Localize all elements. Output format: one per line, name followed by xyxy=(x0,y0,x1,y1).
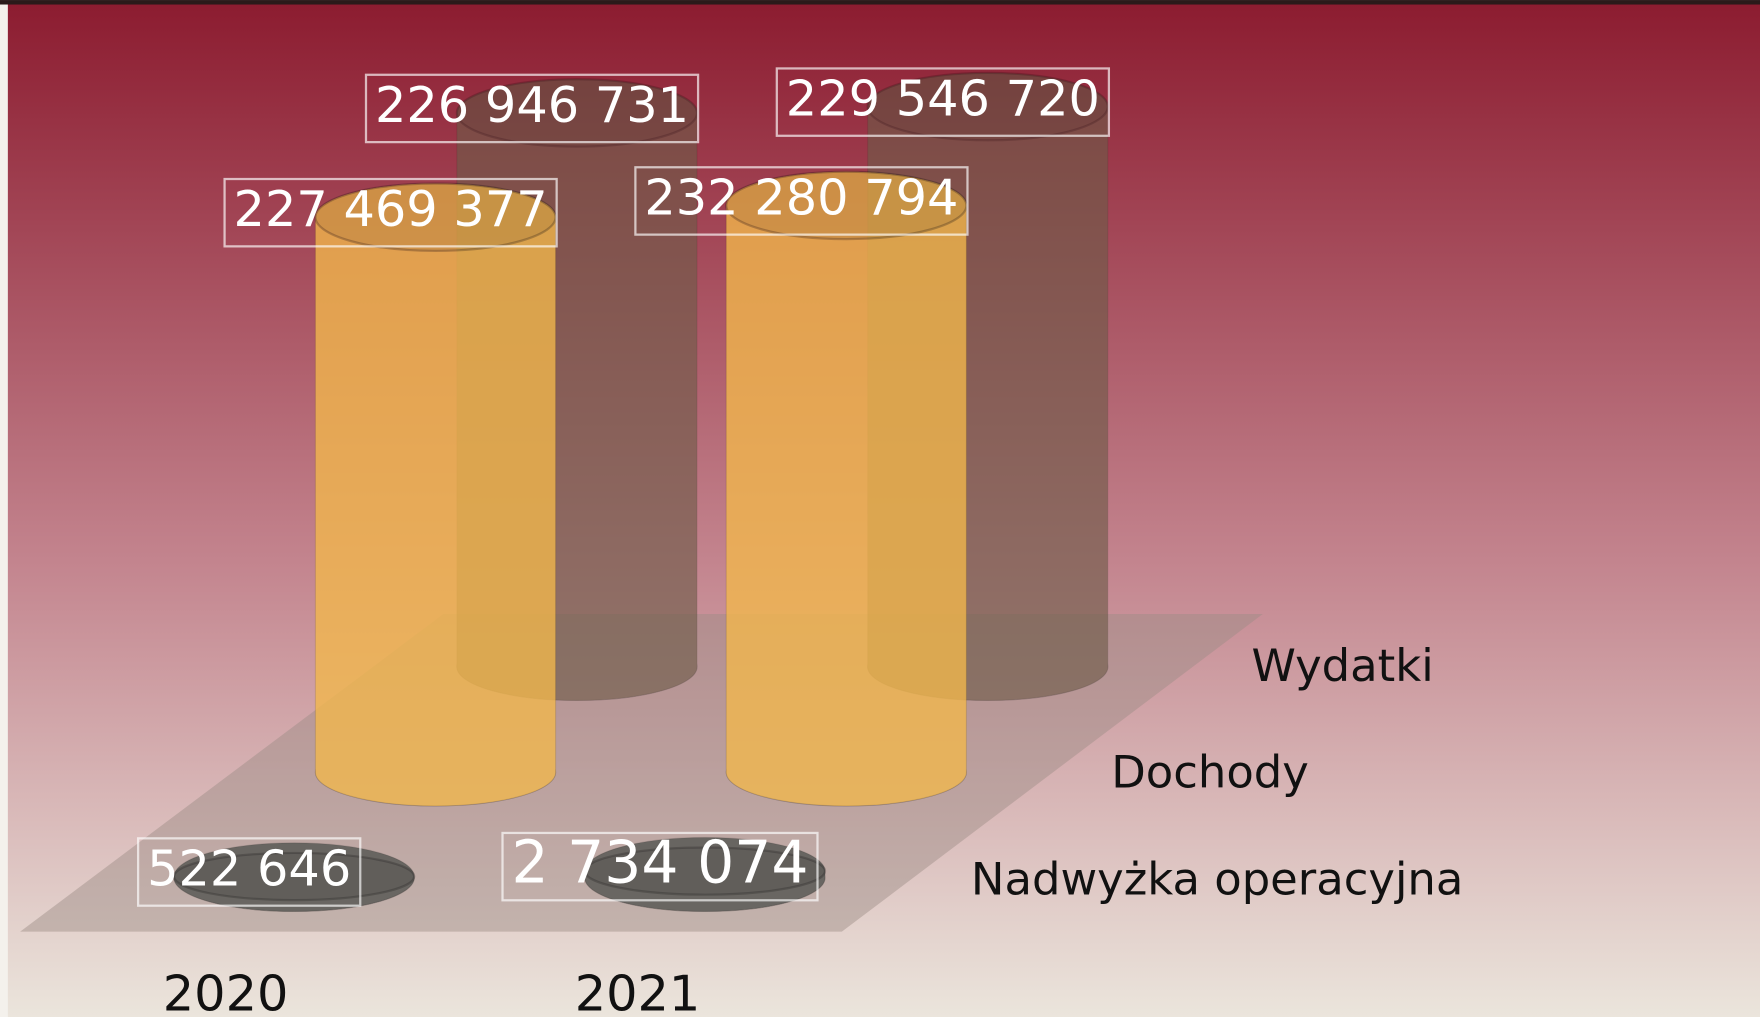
value-label: 232 280 794 xyxy=(644,168,958,226)
cylinder xyxy=(583,836,827,913)
value-label-box xyxy=(634,166,969,236)
cylinder xyxy=(725,170,968,807)
value-label: 226 946 731 xyxy=(375,76,689,134)
value-label-box xyxy=(501,831,819,902)
top-border xyxy=(0,0,1760,5)
x-tick-label: 2021 xyxy=(575,964,701,1017)
cylinder-top xyxy=(172,851,416,902)
value-label-box xyxy=(136,837,362,907)
cylinder-body xyxy=(314,182,557,807)
x-tick-label: 2020 xyxy=(163,964,289,1017)
series-label: Wydatki xyxy=(1252,639,1434,692)
series-label: Nadwyżka operacyjna xyxy=(971,852,1463,905)
value-label-box xyxy=(775,67,1111,137)
series-label: Dochody xyxy=(1111,746,1309,799)
value-label: 229 546 720 xyxy=(786,70,1100,128)
value-label-box xyxy=(364,73,700,144)
cylinder-top xyxy=(583,846,827,896)
cylinder xyxy=(172,842,416,913)
value-label: 522 646 xyxy=(147,840,351,898)
value-label: 227 469 377 xyxy=(234,180,548,238)
cylinder xyxy=(314,182,557,807)
cylinder-body xyxy=(725,171,967,807)
value-label: 2 734 074 xyxy=(511,829,808,897)
value-label-box xyxy=(223,177,558,248)
